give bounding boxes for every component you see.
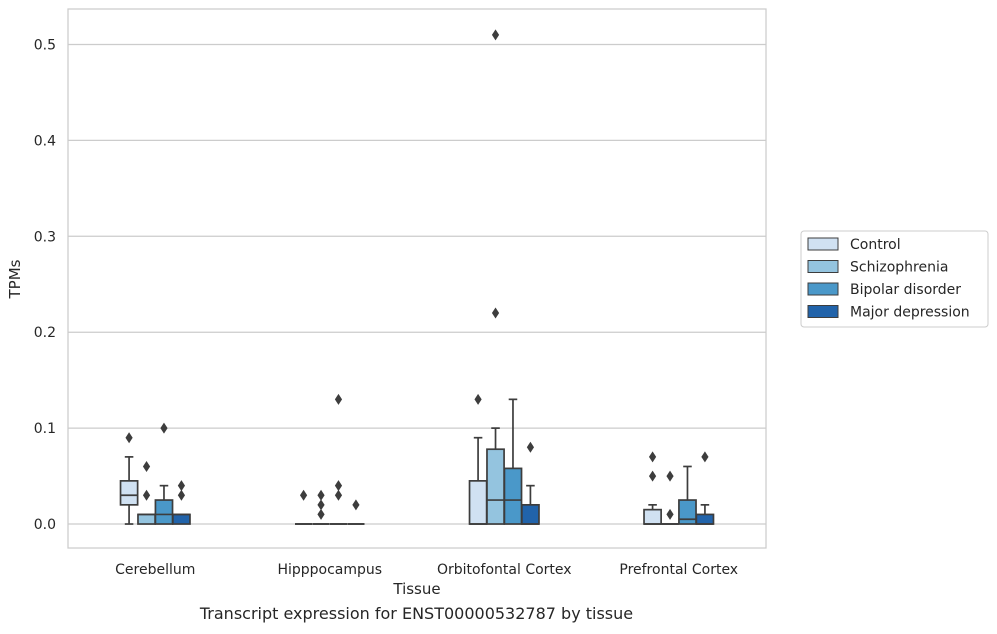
outlier-point	[352, 499, 360, 511]
box-bipolar-disorder	[329, 393, 348, 525]
box-control	[468, 393, 488, 525]
outlier-point	[701, 451, 709, 463]
outlier-point	[334, 393, 343, 405]
box-schizophrenia	[137, 460, 156, 525]
box-body	[503, 467, 523, 525]
x-tick-label: Hipppocampus	[277, 562, 382, 578]
x-tick-label: Prefrontal Cortex	[619, 562, 738, 578]
y-tick-label: 0.4	[34, 133, 56, 149]
legend-swatch	[807, 305, 839, 318]
legend-swatch	[807, 237, 839, 251]
box-body	[137, 513, 156, 525]
y-tick-label: 0.0	[34, 517, 56, 533]
outlier-point	[666, 470, 674, 482]
box-bipolar-disorder	[678, 465, 697, 525]
box-body	[521, 503, 540, 525]
x-axis-ticks: Cerebellum Hipppocampus Orbitofontal Corte…	[115, 562, 738, 578]
box-schizophrenia	[312, 489, 330, 525]
outlier-point	[142, 489, 151, 501]
box-schizophrenia	[661, 470, 679, 525]
outlier-point	[648, 470, 657, 482]
legend-label: Bipolar disorder	[850, 282, 961, 298]
legend: Control Schizophrenia Bipolar disorder Majo…	[800, 230, 989, 328]
box-body	[119, 480, 139, 506]
box-body	[678, 499, 697, 525]
box-control	[295, 489, 313, 525]
x-tick-label: Orbitofontal Cortex	[437, 562, 572, 578]
outlier-point	[317, 508, 325, 520]
box-bipolar-disorder	[154, 422, 174, 525]
y-tick-label: 0.2	[34, 325, 56, 341]
outlier-point	[526, 441, 535, 453]
outlier-point	[334, 489, 343, 501]
legend-frame	[800, 230, 989, 328]
box-series	[119, 29, 715, 525]
outlier-point	[334, 480, 343, 492]
outlier-point	[317, 499, 325, 511]
box-major-depression	[521, 441, 540, 525]
outlier-point	[491, 29, 500, 41]
outlier-point	[142, 460, 151, 472]
legend-swatch	[807, 282, 839, 296]
y-axis-ticks: 0.0 0.1 0.2 0.3 0.4 0.5	[34, 37, 56, 533]
legend-swatch	[807, 260, 839, 273]
box-control	[643, 451, 662, 525]
box-body	[468, 480, 488, 525]
box-body	[154, 499, 174, 525]
outlier-point	[177, 489, 186, 501]
x-tick-label: Cerebellum	[115, 562, 195, 578]
box-body	[172, 513, 191, 525]
outlier-point	[160, 422, 168, 434]
y-axis-title: TPMs	[6, 259, 24, 299]
outlier-point	[648, 451, 657, 463]
outlier-point	[299, 489, 308, 501]
outlier-point	[177, 480, 186, 492]
outlier-point	[317, 489, 325, 501]
legend-label: Schizophrenia	[850, 260, 948, 276]
legend-label: Major depression	[850, 305, 970, 321]
outlier-point	[491, 307, 500, 319]
y-tick-label: 0.3	[34, 229, 56, 245]
y-tick-label: 0.5	[34, 37, 56, 53]
outlier-point	[125, 432, 133, 444]
box-schizophrenia	[486, 29, 505, 525]
outlier-point	[666, 508, 674, 520]
plot-frame	[67, 8, 767, 549]
y-tick-label: 0.1	[34, 421, 56, 437]
box-bipolar-disorder	[503, 398, 523, 525]
box-control	[119, 432, 139, 525]
box-body	[695, 513, 715, 525]
chart-caption: Transcript expression for ENST0000053278…	[199, 604, 634, 623]
box-body	[486, 448, 505, 525]
legend-label: Control	[850, 237, 901, 253]
box-major-depression	[172, 480, 191, 525]
box-major-depression	[347, 499, 365, 525]
gridlines	[68, 43, 766, 525]
box-body	[643, 508, 662, 525]
box-major-depression	[695, 451, 715, 525]
x-axis-title: Tissue	[392, 580, 440, 598]
outlier-point	[474, 393, 482, 405]
